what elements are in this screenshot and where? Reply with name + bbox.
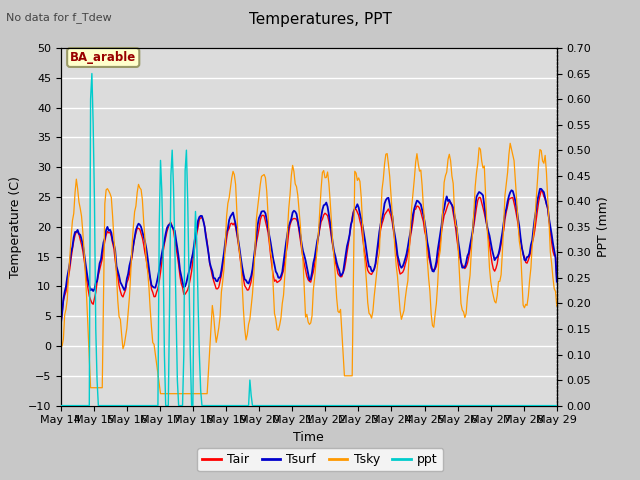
Text: No data for f_Tdew: No data for f_Tdew — [6, 12, 112, 23]
Text: Temperatures, PPT: Temperatures, PPT — [248, 12, 392, 27]
X-axis label: Time: Time — [293, 431, 324, 444]
Y-axis label: Temperature (C): Temperature (C) — [9, 176, 22, 278]
Text: BA_arable: BA_arable — [70, 51, 136, 64]
Y-axis label: PPT (mm): PPT (mm) — [597, 196, 610, 257]
Legend: Tair, Tsurf, Tsky, ppt: Tair, Tsurf, Tsky, ppt — [197, 448, 443, 471]
